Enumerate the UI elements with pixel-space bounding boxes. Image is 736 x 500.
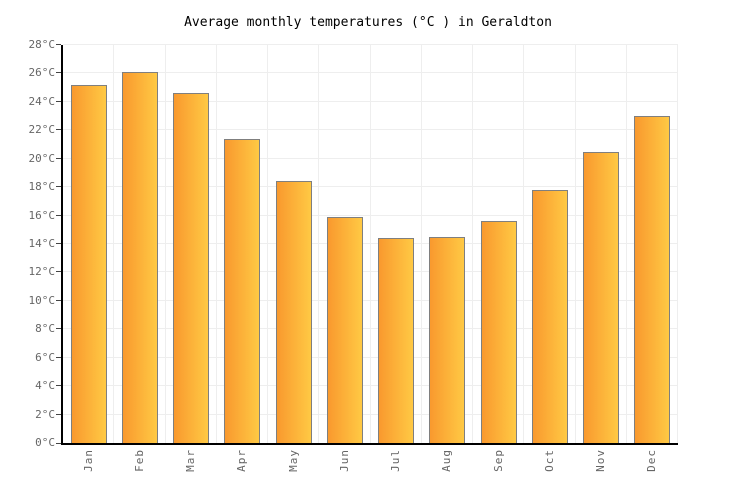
- v-gridline: [625, 45, 627, 443]
- x-axis-label-apr: Apr: [235, 449, 249, 472]
- x-axis-label-jan: Jan: [81, 449, 95, 472]
- bar-feb: [121, 72, 158, 443]
- y-axis-label: 8°C: [35, 322, 55, 336]
- y-axis-label: 0°C: [35, 436, 55, 449]
- h-gridline: [63, 129, 678, 131]
- h-gridline: [63, 72, 678, 74]
- y-tick: [56, 157, 61, 159]
- y-axis-label: 22°C: [28, 123, 56, 137]
- bar-apr: [224, 138, 261, 443]
- y-axis-label: 18°C: [28, 180, 56, 194]
- v-gridline: [523, 45, 525, 443]
- x-axis-label-nov: Nov: [594, 449, 608, 472]
- y-tick: [56, 413, 61, 415]
- h-gridline: [63, 157, 678, 159]
- h-gridline: [63, 385, 678, 387]
- x-axis-label-feb: Feb: [132, 449, 146, 472]
- x-axis-label-may: May: [286, 449, 300, 472]
- h-gridline: [63, 271, 678, 273]
- y-axis-label: 12°C: [28, 265, 56, 279]
- v-gridline: [215, 45, 217, 443]
- y-axis-label: 26°C: [28, 66, 56, 80]
- y-axis-label: 16°C: [28, 208, 56, 222]
- y-tick: [56, 443, 61, 444]
- v-gridline: [574, 45, 576, 443]
- y-tick: [56, 356, 61, 358]
- y-tick: [56, 72, 61, 74]
- h-gridline: [63, 299, 678, 301]
- bar-jan: [70, 84, 107, 443]
- bar-dec: [634, 116, 671, 443]
- v-gridline: [318, 45, 320, 443]
- v-gridline: [164, 45, 166, 443]
- y-axis-label: 14°C: [28, 237, 56, 250]
- bar-may: [275, 181, 312, 443]
- chart-title: Average monthly temperatures (°C ) in Ge…: [184, 15, 552, 30]
- v-gridline: [369, 45, 371, 443]
- x-axis-label-aug: Aug: [440, 449, 454, 472]
- y-axis-label: 10°C: [28, 293, 56, 307]
- x-axis-label-sep: Sep: [491, 449, 505, 472]
- y-tick: [56, 243, 61, 244]
- h-gridline: [63, 413, 678, 415]
- y-tick: [56, 129, 61, 131]
- bar-jul: [378, 238, 415, 443]
- x-axis-label-dec: Dec: [645, 449, 659, 472]
- y-axis-label: 6°C: [35, 350, 55, 364]
- bar-nov: [583, 151, 620, 443]
- y-tick: [56, 186, 61, 188]
- y-axis-label: 28°C: [28, 38, 56, 51]
- plot-area: [56, 44, 678, 445]
- x-axis-label-jul: Jul: [389, 449, 403, 472]
- bar-jun: [326, 217, 363, 443]
- y-tick: [56, 328, 61, 330]
- h-gridline: [63, 243, 678, 244]
- y-tick: [56, 385, 61, 387]
- v-gridline: [267, 45, 268, 443]
- y-axis-line: [61, 45, 63, 445]
- v-gridline: [677, 45, 678, 443]
- h-gridline: [63, 100, 678, 102]
- bar-mar: [173, 93, 210, 443]
- bar-aug: [429, 236, 466, 443]
- y-axis-label: 20°C: [28, 151, 56, 165]
- x-axis-label-mar: Mar: [184, 449, 198, 472]
- y-tick: [56, 44, 61, 45]
- y-tick: [56, 100, 61, 102]
- bar-oct: [531, 190, 568, 443]
- x-axis-label-oct: Oct: [542, 449, 556, 472]
- h-gridline: [63, 44, 678, 45]
- y-tick: [56, 299, 61, 301]
- y-axis-label: 2°C: [35, 407, 55, 421]
- h-gridline: [63, 328, 678, 330]
- bar-sep: [480, 221, 517, 443]
- h-gridline: [63, 356, 678, 358]
- v-gridline: [420, 45, 422, 443]
- v-gridline: [113, 45, 115, 443]
- x-axis-line: [61, 443, 678, 445]
- y-axis-label: 4°C: [35, 379, 55, 393]
- v-gridline: [472, 45, 473, 443]
- y-tick: [56, 271, 61, 273]
- y-axis-label: 24°C: [28, 94, 56, 108]
- h-gridline: [63, 186, 678, 188]
- h-gridline: [63, 214, 678, 216]
- x-axis-label-jun: Jun: [337, 449, 351, 472]
- y-tick: [56, 214, 61, 216]
